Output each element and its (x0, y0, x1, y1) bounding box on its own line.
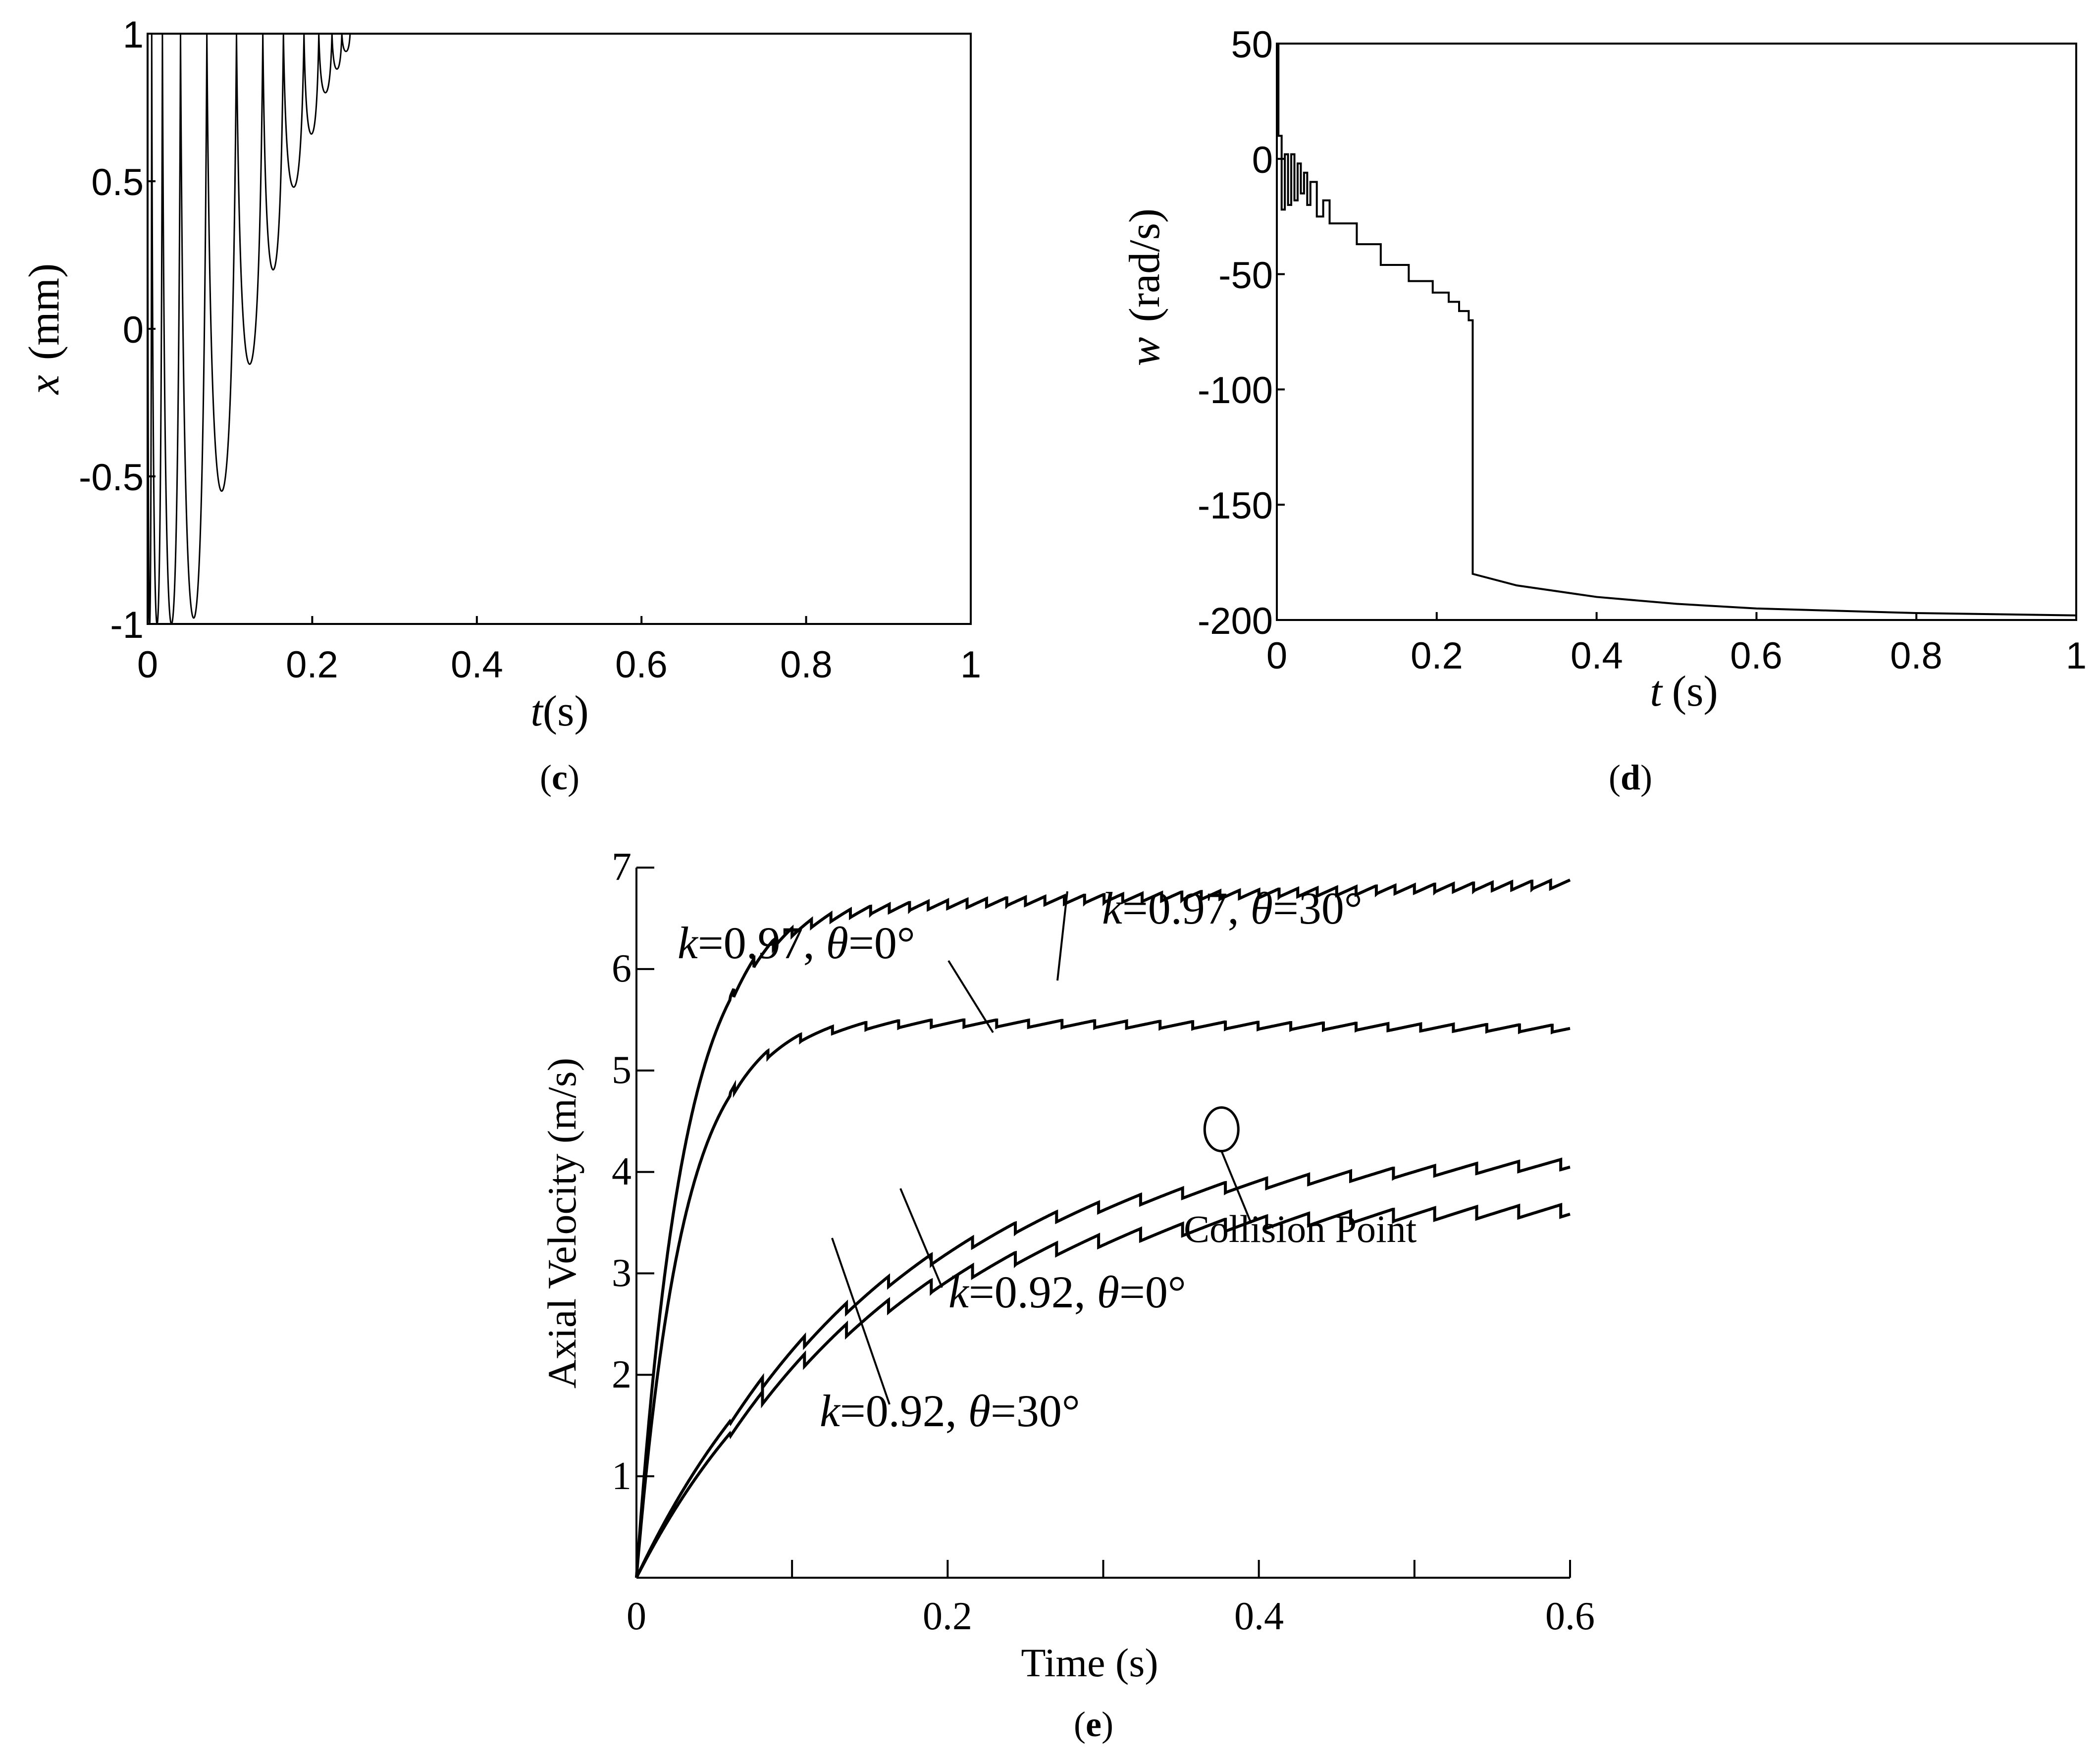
panel-e-series-k097-t30 (635, 878, 1571, 1578)
panel-e-xlabel: Time (s) (1021, 1640, 1158, 1685)
panel-d-xlabel: t (s) (1650, 668, 1718, 716)
panel-d-xtick-2: 0.4 (1571, 635, 1623, 677)
panel-e-ytick-6: 6 (612, 947, 631, 990)
panel-e-label-k097-t0-theta: θ (826, 918, 848, 968)
panel-c-ytick-1: -0.5 (79, 457, 144, 499)
panel-c-label: (c) (540, 758, 579, 797)
panel-d-label-letter: d (1621, 758, 1640, 797)
panel-d-ytick-2: -100 (1198, 369, 1273, 412)
panel-d-ylabel-var: w (1121, 337, 1169, 366)
panel-c-ytick-3: 0.5 (91, 161, 144, 204)
panel-e-label-k097-t30: k=0.97, θ=30° (1102, 883, 1363, 933)
panel-c-xtick-2: 0.4 (451, 644, 503, 686)
panel-e-label-k097-t0-eq: =0.97, (698, 918, 826, 968)
panel-d-ytick-5: 50 (1231, 24, 1273, 66)
panel-d-xtick-1: 0.2 (1411, 635, 1463, 677)
panel-c-ytick-0: -1 (110, 604, 144, 646)
panel-e-series-k097-t0 (635, 1018, 1571, 1578)
panel-d-xlabel-var: t (1650, 668, 1663, 716)
panel-c-xtick-1: 0.2 (286, 644, 338, 686)
panel-e-collision-marker (1203, 1106, 1240, 1153)
panel-e-label-k097-t0: k=0.97, θ=0° (678, 918, 915, 968)
panel-e-label-k092-t30-theta: θ (968, 1386, 991, 1436)
panel-e: Collision Point k=0.97, θ=30° k=0.97, θ=… (539, 845, 1595, 1744)
panel-c-xlabel: t(s) (530, 687, 588, 735)
panel-c-xtick-4: 0.8 (780, 644, 833, 686)
panel-e-label-k092-t30-eq: =0.92, (840, 1386, 968, 1436)
panel-e-label-letter: e (1086, 1704, 1102, 1744)
panel-e-series-k092-t30 (635, 1157, 1571, 1579)
panel-e-label: (e) (1074, 1704, 1113, 1744)
panel-e-label-k097-t0-k: k (678, 918, 699, 968)
panel-c-xlabel-unit: (s) (543, 687, 589, 735)
panel-e-collision-leader (1220, 1150, 1253, 1224)
panel-d-ylabel: w (rad/s) (1121, 208, 1169, 366)
panel-e-label-k097-t0-deg: =0° (848, 918, 915, 968)
panel-e-label-k097-t30-deg: =30° (1273, 883, 1363, 933)
panel-e-ytick-2: 2 (612, 1353, 631, 1396)
panel-c-ticks (147, 33, 972, 625)
panel-c-xtick-3: 0.6 (615, 644, 668, 686)
panel-d-xlabel-unit: (s) (1672, 668, 1718, 716)
panel-e-label-k092-t30-k: k (820, 1386, 841, 1436)
panel-e-label-k092-t30: k=0.92, θ=30° (820, 1386, 1080, 1436)
panel-c-xtick-0: 0 (137, 644, 158, 686)
panel-e-label-k092-t0-theta: θ (1097, 1267, 1119, 1317)
panel-e-leader-k092-t0 (899, 1188, 943, 1288)
panel-d: 0 0.2 0.4 0.6 0.8 1 -200 -150 -100 -50 0… (1121, 24, 2087, 797)
panel-d-xtick-0: 0 (1266, 635, 1287, 677)
panel-e-collision-label: Collision Point (1184, 1207, 1417, 1250)
panel-e-ylabel: Axial Velocity (m/s) (539, 1058, 584, 1389)
panel-e-ytick-7: 7 (612, 845, 631, 889)
panel-d-ytick-1: -150 (1198, 485, 1273, 527)
panel-d-xtick-5: 1 (2066, 635, 2087, 677)
panel-d-ylabel-unit: (rad/s) (1121, 208, 1169, 322)
panel-c-ytick-2: 0 (123, 309, 144, 351)
panel-d-ytick-0: -200 (1198, 600, 1273, 642)
panel-e-label-k097-t30-theta: θ (1251, 883, 1273, 933)
panel-e-ytick-4: 4 (612, 1150, 631, 1193)
panel-e-ytick-5: 5 (612, 1048, 631, 1092)
panel-d-ytick-3: -50 (1218, 255, 1273, 297)
panel-c-series-x (147, 33, 971, 625)
panel-c: 0 0.2 0.4 0.6 0.8 1 -1 -0.5 0 0.5 1 t(s)… (20, 14, 981, 797)
panel-e-series-k092-t0 (635, 1202, 1571, 1579)
panel-c-ylabel-var: x (20, 375, 68, 395)
panel-e-leader-k097-t30 (1056, 891, 1068, 981)
panel-e-leader-k097-t0 (947, 960, 994, 1033)
panel-c-ylabel-unit: (mm) (20, 263, 68, 361)
panel-c-ylabel: x (mm) (20, 263, 68, 396)
panel-e-xtick-2: 0.4 (1234, 1595, 1284, 1638)
panel-d-series-w (1277, 43, 2077, 617)
panel-e-label-k092-t0-deg: =0° (1119, 1267, 1186, 1317)
panel-e-label-k097-t30-k: k (1102, 883, 1123, 933)
panel-d-label: (d) (1609, 758, 1652, 797)
panel-e-xtick-0: 0 (627, 1595, 646, 1638)
panel-d-plot-frame (1276, 43, 2077, 621)
panel-e-label-k097-t30-eq: =0.97, (1122, 883, 1251, 933)
panel-d-xtick-4: 0.8 (1890, 635, 1942, 677)
panel-c-xlabel-var: t (530, 687, 544, 735)
panel-e-label-k092-t30-deg: =30° (991, 1386, 1080, 1436)
panel-c-ytick-4: 1 (123, 14, 144, 56)
panel-c-xtick-5: 1 (960, 644, 981, 686)
panel-e-xtick-1: 0.2 (923, 1595, 972, 1638)
panel-d-ticks (1276, 43, 2077, 621)
panel-e-ytick-1: 1 (612, 1454, 631, 1498)
panel-e-label-k092-t0-k: k (948, 1267, 970, 1317)
panel-e-leader-k092-t30 (831, 1238, 891, 1405)
panel-e-label-k092-t0-eq: =0.92, (969, 1267, 1097, 1317)
panel-d-ytick-4: 0 (1252, 139, 1273, 181)
panel-e-label-k092-t0: k=0.92, θ=0° (948, 1267, 1186, 1317)
panel-c-label-letter: c (552, 758, 568, 797)
panel-e-xtick-3: 0.6 (1545, 1595, 1595, 1638)
panel-e-ytick-3: 3 (612, 1251, 631, 1295)
panel-e-ticks (635, 867, 1571, 1578)
panel-d-xtick-3: 0.6 (1730, 635, 1783, 677)
panel-c-plot-frame (147, 33, 972, 625)
